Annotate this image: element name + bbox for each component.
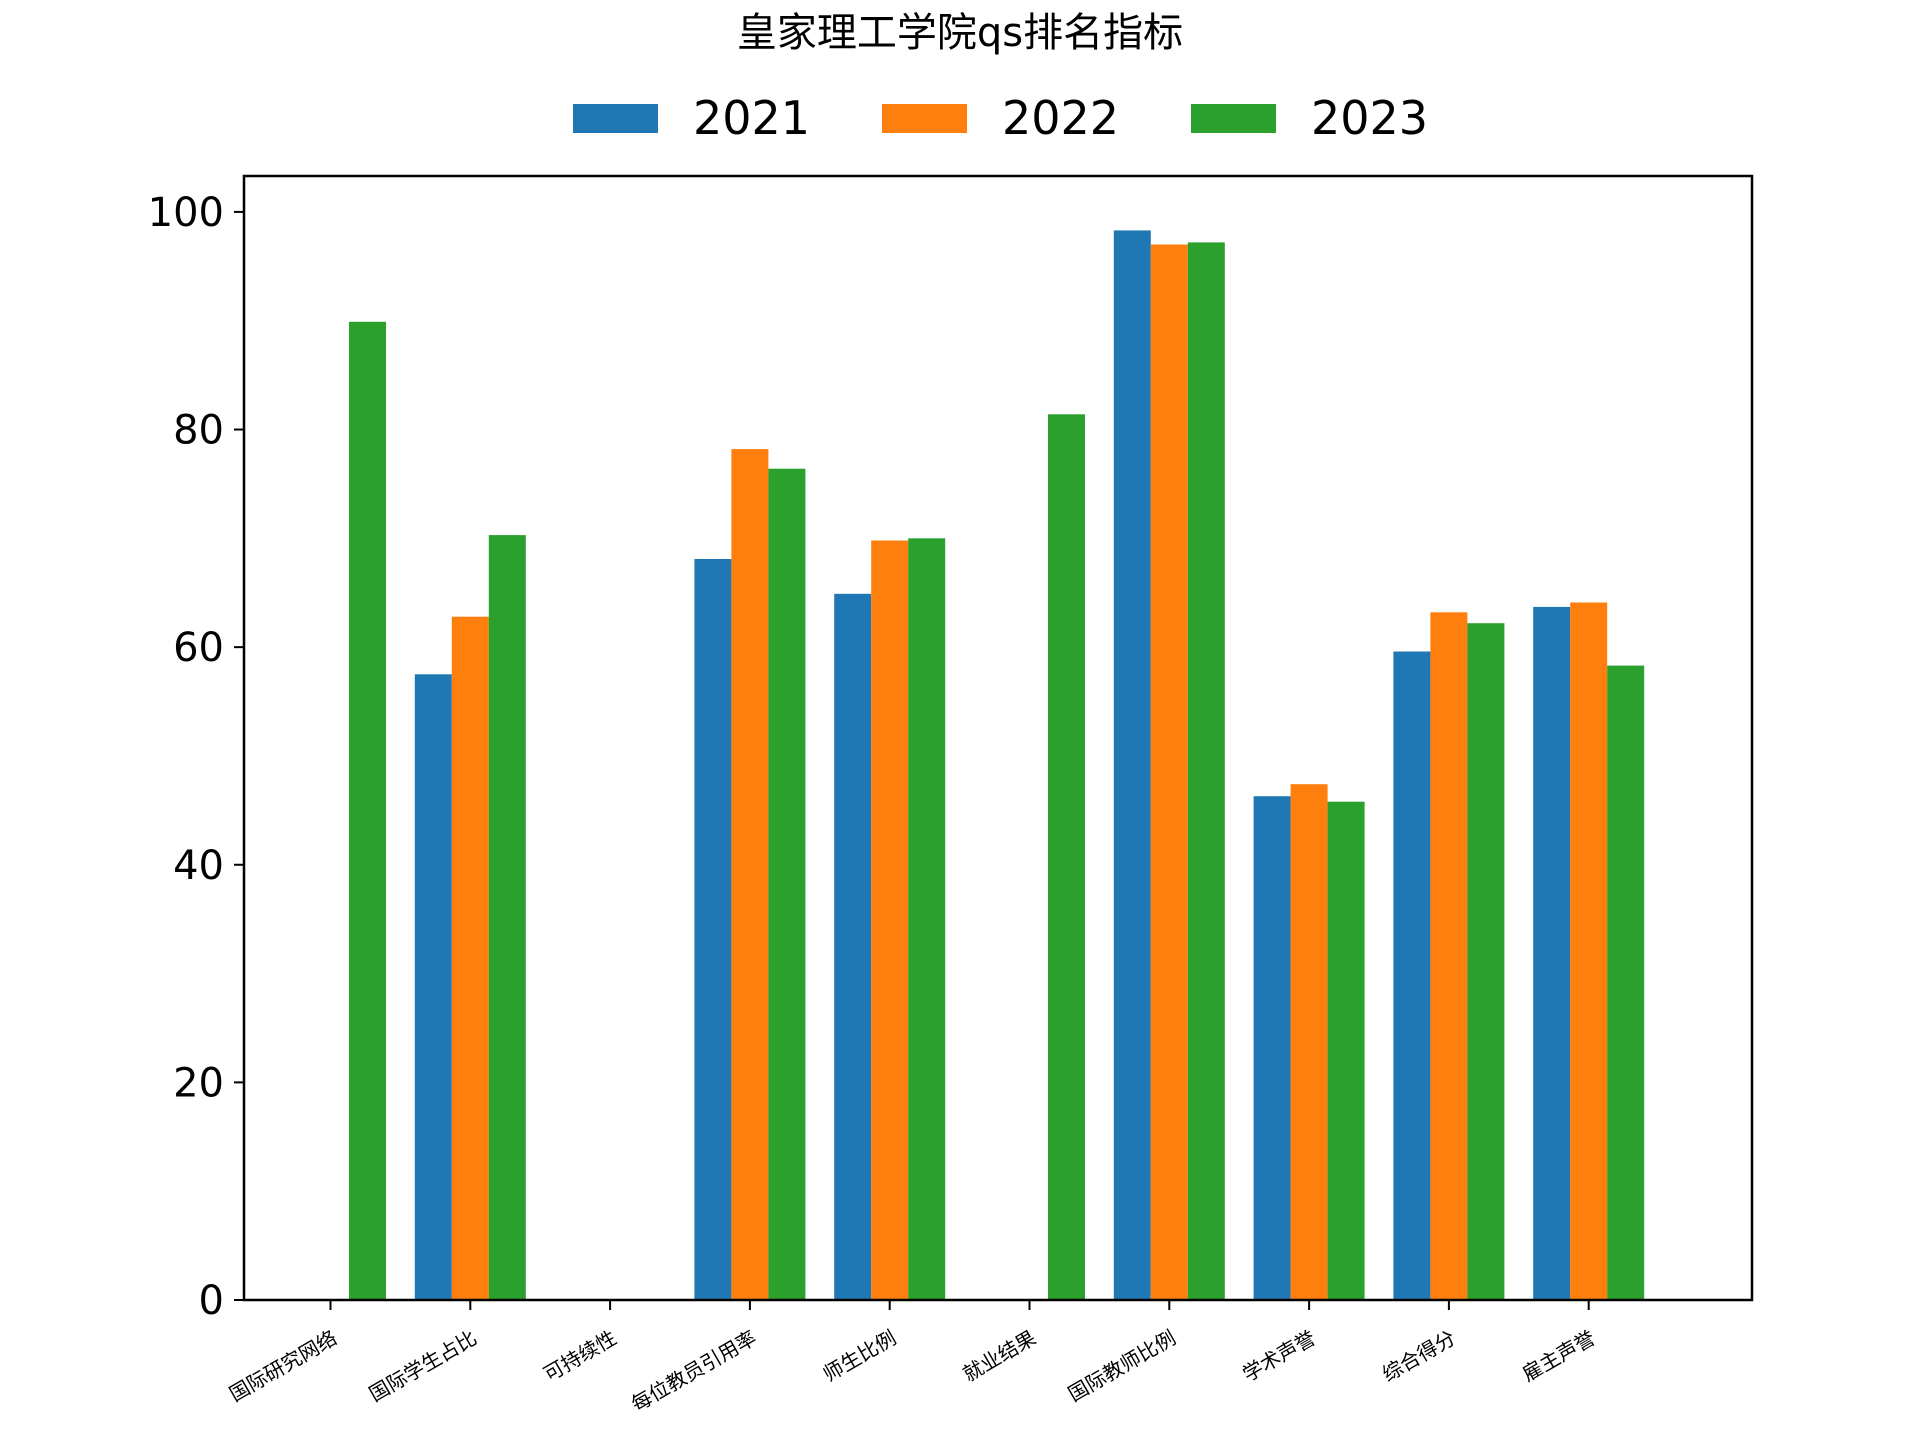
x-tick-label: 国际研究网络: [225, 1326, 341, 1407]
bar-2021-9: [1393, 651, 1431, 1300]
x-tick-label: 综合得分: [1378, 1326, 1459, 1387]
bar-2021-4: [694, 559, 732, 1300]
bar-2022-7: [1150, 244, 1188, 1300]
bar-2023-10: [1607, 665, 1645, 1300]
y-tick-label: 100: [148, 190, 224, 236]
bar-2023-6: [1048, 414, 1085, 1300]
bar-2021-5: [834, 593, 872, 1300]
legend: 2021 2022 2023: [573, 91, 1428, 145]
y-tick-label: 40: [173, 843, 224, 889]
legend-label-2021: 2021: [693, 91, 810, 145]
axes-frame: [242, 174, 1754, 1302]
x-tick-label: 可持续性: [539, 1326, 620, 1387]
bar-2023-7: [1187, 242, 1225, 1300]
y-tick-label: 0: [199, 1278, 224, 1324]
bar-2023-8: [1327, 801, 1365, 1300]
chart-title: 皇家理工学院qs排名指标: [737, 10, 1183, 56]
legend-label-2023: 2023: [1311, 91, 1428, 145]
bar-2022-4: [731, 449, 769, 1301]
legend-swatch-2023: [1191, 104, 1276, 133]
bar-2022-9: [1430, 612, 1468, 1300]
bars: [349, 230, 1645, 1301]
plot-area: 0 20 40 60 80 100 国际研究网络 国际学生占比 可持续性 每位教员引用率 师生比例…: [148, 174, 1754, 1416]
y-axis: 0 20 40 60 80 100: [148, 190, 244, 1324]
bar-2023-1: [349, 321, 386, 1300]
x-tick-label: 师生比例: [819, 1326, 900, 1387]
bar-2023-4: [768, 468, 806, 1300]
x-axis: 国际研究网络 国际学生占比 可持续性 每位教员引用率 师生比例 就业结果 国际教师比例 学术声…: [225, 1300, 1599, 1416]
x-tick-label: 国际教师比例: [1064, 1326, 1180, 1407]
y-tick-label: 20: [173, 1060, 224, 1106]
x-tick-label: 国际学生占比: [365, 1326, 481, 1407]
y-tick-label: 80: [173, 408, 224, 454]
legend-swatch-2022: [882, 104, 967, 133]
legend-swatch-2021: [573, 104, 658, 133]
legend-label-2022: 2022: [1002, 91, 1119, 145]
bar-2022-2: [451, 616, 489, 1300]
x-tick-label: 雇主声誉: [1518, 1326, 1599, 1387]
bar-2023-9: [1467, 623, 1505, 1300]
y-tick-label: 60: [173, 625, 224, 671]
bar-2022-10: [1570, 602, 1608, 1300]
x-tick-label: 学术声誉: [1238, 1326, 1319, 1387]
bar-2022-5: [871, 540, 909, 1300]
bar-2023-5: [908, 538, 946, 1300]
bar-2021-8: [1253, 796, 1291, 1300]
bar-2023-2: [488, 535, 526, 1300]
bar-2022-8: [1290, 784, 1328, 1300]
bar-2021-2: [414, 674, 452, 1300]
bar-2021-7: [1113, 230, 1151, 1300]
x-tick-label: 就业结果: [959, 1326, 1040, 1387]
bar-2021-10: [1533, 606, 1571, 1300]
x-tick-label: 每位教员引用率: [627, 1326, 760, 1417]
